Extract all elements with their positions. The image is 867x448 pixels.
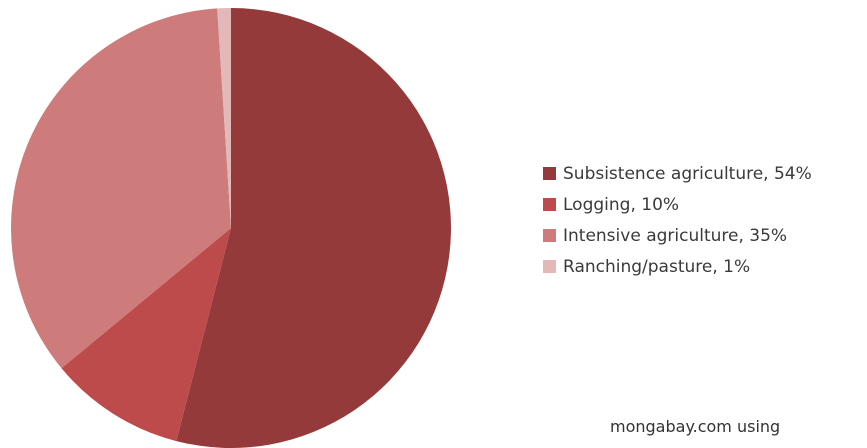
source-credit: mongabay.com using xyxy=(610,417,780,436)
legend-label-3: Intensive agriculture, 35% xyxy=(563,226,787,246)
legend-swatch-2 xyxy=(543,198,556,211)
pie-slice-2 xyxy=(61,228,231,442)
pie-slice-4 xyxy=(217,7,231,229)
pie-slice-3 xyxy=(11,8,232,369)
legend-label-2: Logging, 10% xyxy=(563,195,679,215)
legend-label-4: Ranching/pasture, 1% xyxy=(563,257,750,277)
pie-slice-1 xyxy=(176,8,451,448)
pie-slices xyxy=(11,7,451,448)
legend-swatch-4 xyxy=(543,260,556,273)
legend-swatch-3 xyxy=(543,229,556,242)
legend-label-1: Subsistence agriculture, 54% xyxy=(563,164,812,184)
legend-swatch-1 xyxy=(543,167,556,180)
legend: Subsistence agriculture, 54% Logging, 10%… xyxy=(543,164,812,277)
